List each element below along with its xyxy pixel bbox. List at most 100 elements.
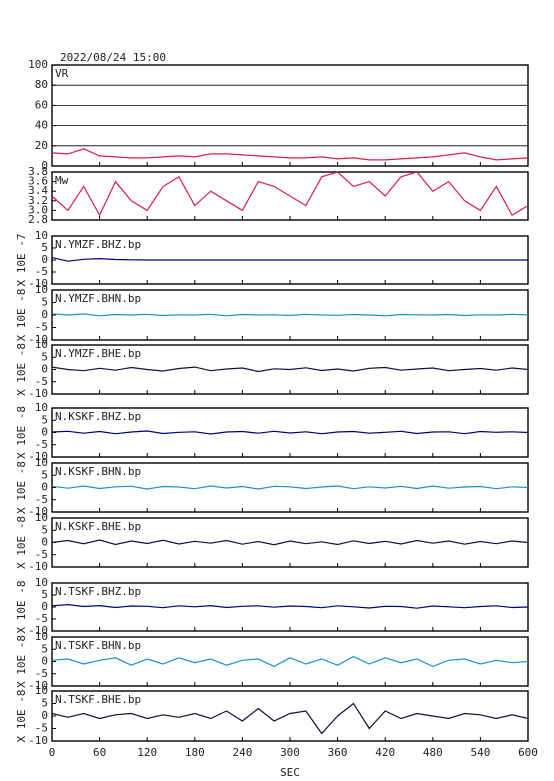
y-axis-label: X 10E -8 [15,690,28,743]
panel-frame [51,690,529,742]
y-tick-label: 0 [41,655,48,668]
x-tick-label: 60 [93,746,106,759]
y-tick-label: -10 [28,624,48,637]
y-tick-label: 5 [41,697,48,710]
y-tick-label: 3.0 [28,203,48,216]
y-tick-label: 5 [41,296,48,309]
x-tick-label: 420 [375,746,395,759]
y-tick-label: -10 [28,333,48,346]
y-tick-label: 10 [35,401,48,414]
x-tick-label: 540 [470,746,490,759]
y-tick-label: 5 [41,241,48,254]
x-axis-label: SEC [280,766,300,779]
y-tick-label: -5 [35,438,48,451]
panel-label: N.TSKF.BHE.bp [55,693,141,706]
y-tick-label: 3.4 [28,184,48,197]
panel-label: Mw [55,174,69,187]
y-tick-label: 0 [41,426,48,439]
y-tick-label: -10 [28,679,48,692]
x-tick-label: 300 [280,746,300,759]
y-tick-label: -5 [35,548,48,561]
y-tick-label: 0 [41,253,48,266]
trace [51,313,529,317]
trace [51,539,529,546]
y-tick-label: 80 [35,78,48,91]
y-tick-label: -5 [35,265,48,278]
y-axis-label: X 10E -7 [15,234,28,287]
y-tick-label: 10 [35,456,48,469]
y-tick-label: 2.8 [28,213,48,226]
trace [51,702,529,735]
y-tick-label: 10 [35,684,48,697]
y-tick-label: 5 [41,413,48,426]
trace [51,148,529,161]
chart-title: 2022/08/24 15:00 [60,51,166,64]
y-tick-label: 0 [41,159,48,172]
y-tick-label: 5 [41,642,48,655]
y-tick-label: -5 [35,493,48,506]
panel-label: VR [55,67,69,80]
y-tick-label: -5 [35,667,48,680]
y-tick-label: 10 [35,630,48,643]
y-tick-label: 10 [35,576,48,589]
trace [51,171,529,217]
x-tick-label: 360 [328,746,348,759]
y-tick-label: -5 [35,722,48,735]
trace [51,485,529,490]
y-tick-label: 10 [35,283,48,296]
trace [51,257,528,262]
y-tick-label: 40 [35,119,48,132]
panel-frame [51,64,529,167]
y-tick-label: -5 [35,612,48,625]
y-axis-label: X 10E -8 [15,289,28,342]
panel-label: N.TSKF.BHZ.bp [55,585,141,598]
y-tick-label: -10 [28,505,48,518]
y-tick-label: 3.6 [28,175,48,188]
y-tick-label: 20 [35,139,48,152]
y-tick-label: 0 [41,709,48,722]
y-axis-label: X 10E -8 [15,461,28,514]
y-tick-label: 5 [41,468,48,481]
y-tick-label: -10 [28,560,48,573]
y-axis-label: X 10E -8 [15,406,28,459]
y-tick-label: 0 [41,600,48,613]
trace [51,603,529,609]
y-tick-label: 10 [35,511,48,524]
panel-label: N.TSKF.BHN.bp [55,639,141,652]
y-tick-label: -5 [35,375,48,388]
y-tick-label: -10 [28,277,48,290]
y-tick-label: 60 [35,98,48,111]
panel-label: N.KSKF.BHZ.bp [55,410,141,423]
y-tick-label: 0 [41,308,48,321]
y-tick-label: -10 [28,450,48,463]
y-tick-label: 5 [41,588,48,601]
y-axis-label: X 10E -8 [15,635,28,688]
y-tick-label: 10 [35,338,48,351]
x-tick-label: 0 [49,746,56,759]
y-tick-label: 0 [41,481,48,494]
y-tick-label: 100 [28,58,48,71]
panel-label: N.YMZF.BHZ.bp [55,238,141,251]
y-axis-label: X 10E -8 [15,581,28,634]
y-tick-label: -5 [35,321,48,334]
y-tick-label: 5 [41,523,48,536]
y-tick-label: -10 [28,734,48,747]
trace [51,430,529,435]
trace [51,366,529,373]
y-tick-label: 3.8 [28,165,48,178]
trace [51,655,529,668]
x-tick-label: 480 [423,746,443,759]
y-tick-label: -10 [28,387,48,400]
panel-label: N.YMZF.BHE.bp [55,347,141,360]
y-tick-label: 3.2 [28,194,48,207]
x-tick-label: 120 [137,746,157,759]
y-tick-label: 0 [41,536,48,549]
y-axis-label: X 10E -8 [15,343,28,396]
y-tick-label: 0 [41,363,48,376]
panel-label: N.KSKF.BHE.bp [55,520,141,533]
x-tick-label: 240 [232,746,252,759]
x-tick-label: 600 [518,746,538,759]
x-tick-label: 180 [185,746,205,759]
